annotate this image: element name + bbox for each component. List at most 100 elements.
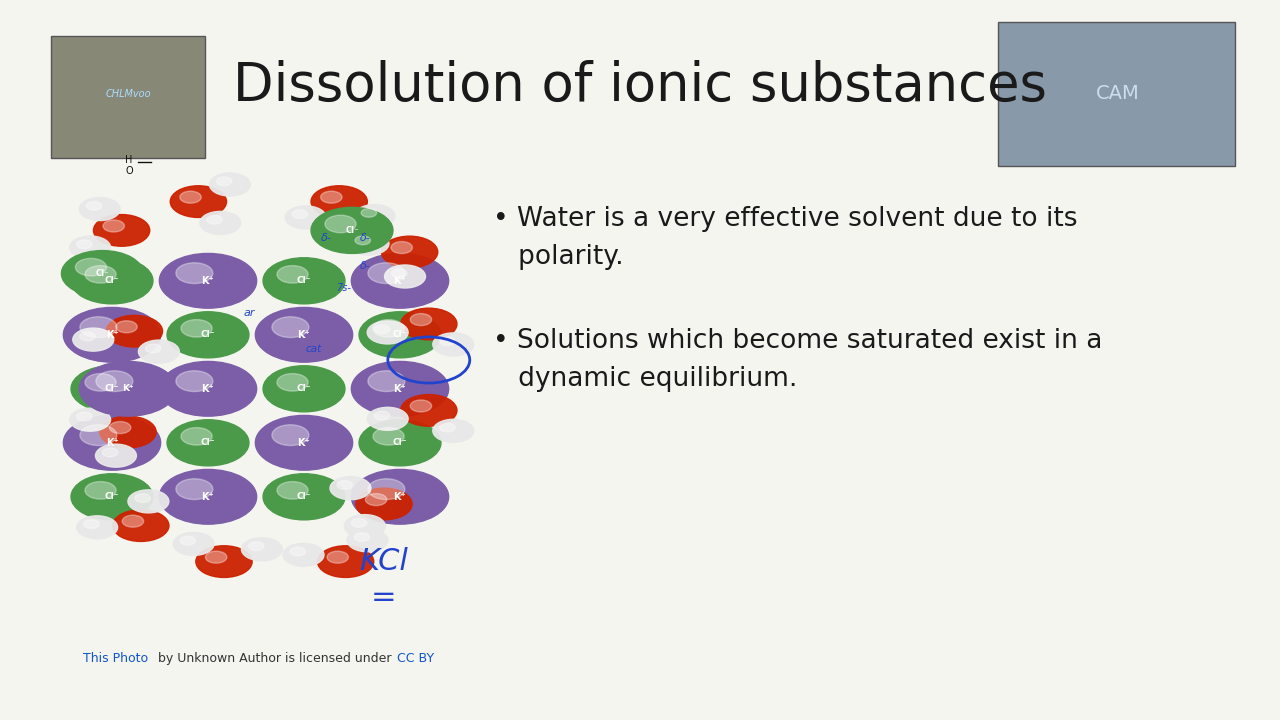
Circle shape bbox=[72, 258, 154, 304]
Circle shape bbox=[102, 220, 124, 232]
Circle shape bbox=[256, 415, 353, 470]
Text: Dissolution of ionic substances: Dissolution of ionic substances bbox=[233, 60, 1047, 112]
Text: K⁺: K⁺ bbox=[298, 330, 310, 340]
Circle shape bbox=[372, 428, 404, 445]
Circle shape bbox=[79, 317, 116, 338]
Circle shape bbox=[64, 307, 161, 362]
Circle shape bbox=[122, 515, 143, 527]
Circle shape bbox=[356, 488, 412, 520]
Circle shape bbox=[175, 479, 212, 500]
Text: K⁺: K⁺ bbox=[394, 492, 406, 502]
Text: Cl⁻: Cl⁻ bbox=[201, 330, 215, 339]
Circle shape bbox=[166, 420, 248, 466]
Circle shape bbox=[175, 263, 212, 284]
Circle shape bbox=[86, 202, 102, 210]
Circle shape bbox=[367, 321, 408, 344]
Circle shape bbox=[207, 215, 223, 224]
Circle shape bbox=[77, 516, 118, 539]
Circle shape bbox=[348, 232, 389, 255]
Circle shape bbox=[367, 371, 404, 392]
Circle shape bbox=[320, 191, 342, 203]
Circle shape bbox=[256, 307, 353, 362]
Circle shape bbox=[72, 366, 154, 412]
Circle shape bbox=[77, 240, 92, 248]
Text: δ-: δ- bbox=[321, 233, 332, 243]
Circle shape bbox=[276, 266, 308, 283]
Circle shape bbox=[317, 546, 374, 577]
Text: • Solutions which become saturated exist in a
   dynamic equilibrium.: • Solutions which become saturated exist… bbox=[493, 328, 1102, 392]
Circle shape bbox=[83, 520, 99, 528]
Text: H
O: H O bbox=[125, 155, 133, 176]
Text: Cl⁻: Cl⁻ bbox=[297, 276, 311, 285]
Text: Cl⁻: Cl⁻ bbox=[297, 384, 311, 393]
Circle shape bbox=[264, 366, 346, 412]
Text: by Unknown Author is licensed under: by Unknown Author is licensed under bbox=[154, 652, 396, 665]
Circle shape bbox=[160, 361, 256, 416]
Circle shape bbox=[374, 411, 389, 420]
Text: ar: ar bbox=[244, 308, 255, 318]
Text: Cl⁻: Cl⁻ bbox=[346, 226, 358, 235]
Circle shape bbox=[100, 416, 156, 448]
Circle shape bbox=[93, 215, 150, 246]
Circle shape bbox=[109, 421, 131, 433]
Circle shape bbox=[433, 333, 474, 356]
Circle shape bbox=[355, 533, 370, 541]
Circle shape bbox=[440, 423, 456, 432]
Circle shape bbox=[138, 340, 179, 363]
Circle shape bbox=[367, 408, 408, 431]
Circle shape bbox=[175, 371, 212, 392]
Circle shape bbox=[330, 477, 371, 500]
Circle shape bbox=[390, 241, 412, 253]
Circle shape bbox=[69, 408, 110, 431]
Circle shape bbox=[79, 197, 120, 220]
Circle shape bbox=[79, 425, 116, 446]
Circle shape bbox=[271, 425, 308, 446]
Circle shape bbox=[170, 186, 227, 217]
Text: Cl⁻: Cl⁻ bbox=[201, 438, 215, 447]
Circle shape bbox=[96, 444, 137, 467]
Circle shape bbox=[106, 315, 163, 347]
Text: K⁺: K⁺ bbox=[298, 438, 310, 448]
FancyBboxPatch shape bbox=[51, 36, 205, 158]
Circle shape bbox=[72, 474, 154, 520]
Circle shape bbox=[351, 469, 449, 524]
Circle shape bbox=[264, 474, 346, 520]
Text: Cl⁻: Cl⁻ bbox=[105, 384, 119, 393]
Text: K⁺: K⁺ bbox=[202, 276, 214, 286]
Circle shape bbox=[384, 265, 425, 288]
Circle shape bbox=[355, 236, 370, 245]
Circle shape bbox=[381, 236, 438, 268]
Circle shape bbox=[242, 538, 283, 561]
Text: Cl⁻: Cl⁻ bbox=[96, 269, 109, 278]
Circle shape bbox=[311, 186, 367, 217]
Circle shape bbox=[69, 236, 110, 259]
Circle shape bbox=[102, 448, 118, 456]
Text: Cl⁻: Cl⁻ bbox=[105, 492, 119, 501]
Circle shape bbox=[113, 510, 169, 541]
Circle shape bbox=[365, 493, 387, 505]
Circle shape bbox=[160, 253, 256, 308]
Circle shape bbox=[292, 210, 307, 219]
Circle shape bbox=[326, 551, 348, 563]
Circle shape bbox=[173, 532, 214, 555]
Circle shape bbox=[76, 258, 106, 276]
Text: CAM: CAM bbox=[1096, 84, 1139, 103]
Circle shape bbox=[180, 428, 212, 445]
Circle shape bbox=[276, 482, 308, 499]
Circle shape bbox=[351, 361, 449, 416]
Text: K⁺: K⁺ bbox=[122, 384, 134, 393]
Circle shape bbox=[325, 215, 356, 233]
Circle shape bbox=[200, 212, 241, 235]
Circle shape bbox=[361, 209, 376, 217]
Circle shape bbox=[358, 312, 440, 358]
Circle shape bbox=[367, 479, 404, 500]
Circle shape bbox=[248, 541, 264, 551]
Circle shape bbox=[410, 313, 431, 325]
Circle shape bbox=[73, 328, 114, 351]
Circle shape bbox=[77, 412, 92, 420]
Circle shape bbox=[179, 191, 201, 203]
Circle shape bbox=[440, 337, 456, 346]
Text: K⁺: K⁺ bbox=[106, 330, 118, 340]
Text: Cl⁻: Cl⁻ bbox=[393, 438, 407, 447]
Circle shape bbox=[347, 528, 388, 552]
